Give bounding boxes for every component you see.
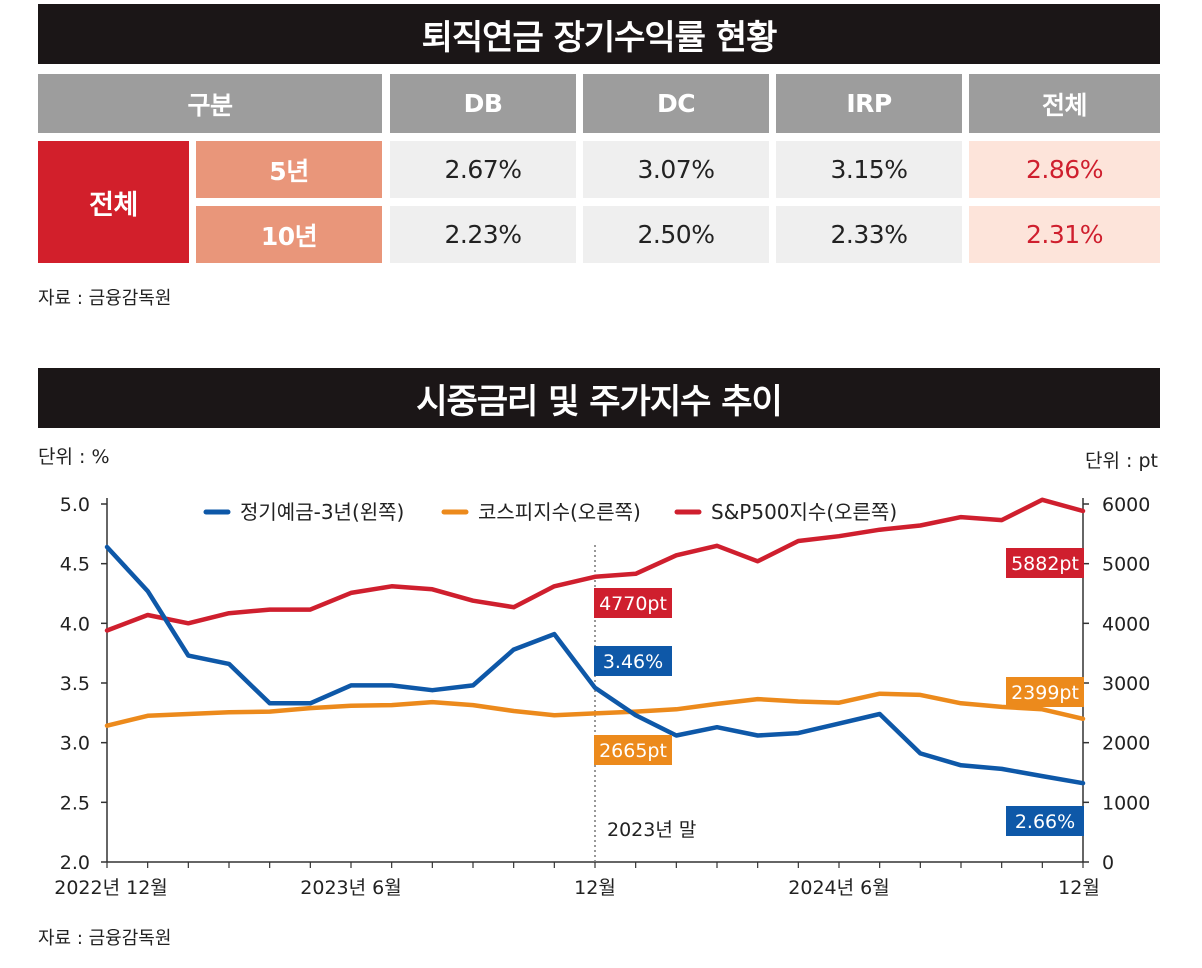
table-source: 자료 : 금융감독원 <box>38 288 172 309</box>
chart-source: 자료 : 금융감독원 <box>38 928 172 949</box>
x-tick-label: 12월 <box>1058 877 1100 899</box>
legend-label: 코스피지수(오른쪽) <box>478 500 641 524</box>
y-right-tick-label: 6000 <box>1102 494 1150 516</box>
annotation-label: 3.46% <box>603 651 663 673</box>
y-left-tick-label: 2.5 <box>60 792 90 814</box>
annotation-label: 2665pt <box>599 740 667 762</box>
annotation-label: 4770pt <box>599 593 667 615</box>
y-right-tick-label: 1000 <box>1102 792 1150 814</box>
annotation-box <box>594 735 672 765</box>
cell-10y-dc: 2.50% <box>583 206 769 263</box>
annotation-box <box>1006 806 1084 836</box>
cell-5y-dc: 3.07% <box>583 141 769 198</box>
cell-10y-db: 2.23% <box>390 206 576 263</box>
unit-left: 단위 : % <box>38 446 110 468</box>
y-left-tick-label: 2.0 <box>60 852 90 874</box>
y-right-tick-label: 3000 <box>1102 673 1150 695</box>
x-tick-label: 12월 <box>574 877 616 899</box>
y-right-tick-label: 2000 <box>1102 733 1150 755</box>
cell-5y-irp: 3.15% <box>776 141 962 198</box>
header-category: 구분 <box>38 74 382 133</box>
y-left-tick-label: 4.5 <box>60 554 90 576</box>
annotation-box <box>1006 548 1084 578</box>
y-right-tick-label: 5000 <box>1102 554 1150 576</box>
y-left-tick-label: 3.5 <box>60 673 90 695</box>
series-line <box>104 497 1086 633</box>
y-right-tick-label: 0 <box>1102 852 1114 874</box>
series-line <box>104 544 1086 786</box>
y-left-tick-label: 3.0 <box>60 733 90 755</box>
x-tick-label: 2022년 12월 <box>54 877 168 899</box>
x-tick-label: 2023년 6월 <box>300 877 401 899</box>
header-total: 전체 <box>969 74 1160 133</box>
annotation-label: 5882pt <box>1011 553 1079 575</box>
annotation-box <box>594 646 672 676</box>
row-group-label: 전체 <box>38 141 189 263</box>
legend-label: 정기예금-3년(왼쪽) <box>240 500 404 524</box>
annotation-box <box>594 588 672 618</box>
header-dc: DC <box>583 74 769 133</box>
reference-line-label: 2023년 말 <box>607 819 696 841</box>
series-line <box>104 691 1086 728</box>
cell-5y-db: 2.67% <box>390 141 576 198</box>
y-left-tick-label: 5.0 <box>60 494 90 516</box>
legend-label: S&P500지수(오른쪽) <box>711 500 897 524</box>
chart-title: 시중금리 및 주가지수 추이 <box>38 368 1160 428</box>
unit-right: 단위 : pt <box>1085 450 1158 472</box>
annotation-box <box>1006 677 1084 707</box>
row-period-10y: 10년 <box>196 206 382 263</box>
annotation-label: 2.66% <box>1015 811 1075 833</box>
header-irp: IRP <box>776 74 962 133</box>
y-left-tick-label: 4.0 <box>60 613 90 635</box>
cell-5y-total: 2.86% <box>969 141 1160 198</box>
row-period-5y: 5년 <box>196 141 382 198</box>
cell-10y-total: 2.31% <box>969 206 1160 263</box>
x-tick-label: 2024년 6월 <box>788 877 889 899</box>
annotation-label: 2399pt <box>1011 682 1079 704</box>
y-right-tick-label: 4000 <box>1102 613 1150 635</box>
table-title: 퇴직연금 장기수익률 현황 <box>38 4 1160 64</box>
cell-10y-irp: 2.33% <box>776 206 962 263</box>
header-db: DB <box>390 74 576 133</box>
